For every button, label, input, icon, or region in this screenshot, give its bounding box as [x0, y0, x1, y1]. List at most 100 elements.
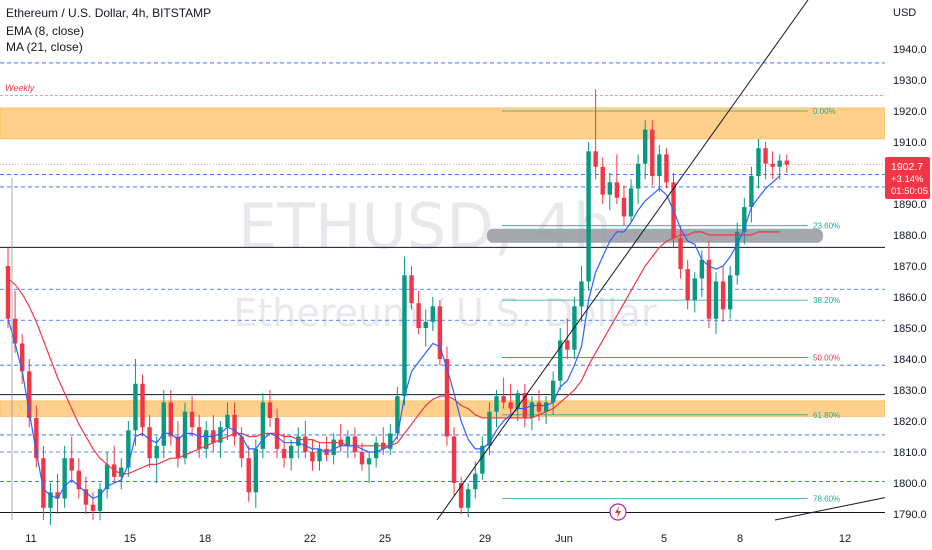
candle-body[interactable]: [451, 436, 457, 484]
candle-body[interactable]: [48, 492, 53, 508]
candle-body[interactable]: [168, 402, 174, 437]
trendline-ascending[interactable]: [436, 0, 809, 521]
candle-body[interactable]: [600, 166, 605, 195]
candle-body[interactable]: [352, 436, 358, 453]
gray-zone[interactable]: [487, 228, 823, 243]
candle-body[interactable]: [359, 452, 365, 465]
candle-body[interactable]: [104, 464, 110, 490]
candle-body[interactable]: [565, 340, 570, 350]
candle-body[interactable]: [614, 182, 620, 198]
candle-body[interactable]: [466, 489, 471, 508]
candle-body[interactable]: [69, 458, 74, 471]
candle-body[interactable]: [76, 470, 81, 490]
candle-body[interactable]: [232, 414, 237, 437]
candle-body[interactable]: [650, 129, 655, 177]
candle-body[interactable]: [735, 231, 740, 276]
candle-body[interactable]: [657, 154, 662, 177]
candle-body[interactable]: [90, 504, 96, 511]
candle-body[interactable]: [34, 417, 39, 459]
candle-body[interactable]: [126, 430, 131, 468]
supply-demand-zone[interactable]: [0, 400, 886, 417]
candle-body[interactable]: [402, 275, 407, 397]
candle-body[interactable]: [685, 269, 690, 301]
time-axis[interactable]: 11 15 18 22 25 29 Jun 5 8 12: [0, 525, 932, 550]
candle-body[interactable]: [529, 402, 535, 418]
candle-body[interactable]: [12, 318, 18, 344]
candle-body[interactable]: [522, 393, 528, 418]
candle-body[interactable]: [593, 151, 598, 167]
candle-body[interactable]: [310, 452, 315, 462]
candle-body[interactable]: [664, 154, 669, 183]
candle-body[interactable]: [55, 492, 60, 499]
candle-body[interactable]: [409, 275, 414, 304]
candle-body[interactable]: [720, 281, 726, 310]
candle-body[interactable]: [643, 129, 648, 164]
candle-body[interactable]: [635, 163, 641, 189]
candle-body[interactable]: [579, 281, 584, 307]
candle-body[interactable]: [423, 321, 428, 328]
candle-body[interactable]: [175, 436, 181, 459]
candle-body[interactable]: [770, 163, 775, 167]
candle-body[interactable]: [756, 148, 761, 177]
candle-body[interactable]: [395, 396, 400, 434]
candle-body[interactable]: [267, 402, 273, 418]
ma-21-line[interactable]: [7, 231, 780, 475]
candle-body[interactable]: [161, 402, 166, 446]
candle-body[interactable]: [331, 439, 336, 456]
candle-body[interactable]: [416, 303, 421, 328]
candle-body[interactable]: [742, 207, 747, 232]
candle-body[interactable]: [345, 436, 351, 446]
candle-body[interactable]: [225, 414, 230, 428]
candle-body[interactable]: [458, 483, 464, 508]
candle-body[interactable]: [5, 266, 11, 319]
candle-body[interactable]: [289, 445, 294, 459]
candle-body[interactable]: [536, 402, 542, 412]
candle-body[interactable]: [27, 371, 32, 418]
candle-body[interactable]: [373, 442, 379, 459]
ema-8-line[interactable]: [7, 175, 781, 500]
candle-body[interactable]: [706, 259, 712, 319]
candle-body[interactable]: [218, 427, 223, 443]
event-marker[interactable]: [609, 503, 627, 521]
candle-body[interactable]: [678, 238, 683, 270]
candle-body[interactable]: [501, 396, 506, 403]
candle-body[interactable]: [558, 340, 563, 381]
candle-body[interactable]: [473, 473, 478, 490]
candle-body[interactable]: [430, 306, 435, 322]
candle-body[interactable]: [154, 445, 159, 459]
supply-demand-zone[interactable]: [0, 107, 886, 140]
candle-body[interactable]: [246, 458, 251, 493]
candle-body[interactable]: [628, 188, 634, 217]
candle-body[interactable]: [196, 427, 202, 449]
candle-body[interactable]: [296, 436, 301, 446]
candle-body[interactable]: [784, 160, 789, 165]
candle-body[interactable]: [317, 448, 322, 462]
candle-body[interactable]: [494, 396, 499, 412]
candle-body[interactable]: [444, 359, 450, 437]
candle-body[interactable]: [147, 427, 152, 459]
candle-body[interactable]: [119, 467, 124, 477]
candle-body[interactable]: [83, 489, 89, 505]
candle-body[interactable]: [692, 278, 697, 301]
price-axis[interactable]: USD 1790.0 1800.0 1810.0 1820.0 1830.0 1840.0…: [885, 0, 932, 550]
candle-body[interactable]: [515, 393, 520, 409]
candle-body[interactable]: [508, 402, 513, 409]
candle-body[interactable]: [607, 182, 612, 195]
candle-body[interactable]: [140, 383, 145, 428]
candle-body[interactable]: [366, 458, 372, 465]
candle-body[interactable]: [182, 411, 188, 459]
candle-body[interactable]: [189, 411, 195, 428]
candle-body[interactable]: [41, 458, 46, 508]
candle-body[interactable]: [621, 197, 627, 217]
candle-body[interactable]: [749, 176, 754, 208]
trendline-lower[interactable]: [774, 496, 889, 521]
candle-body[interactable]: [260, 402, 266, 449]
candle-body[interactable]: [62, 458, 67, 499]
candle-body[interactable]: [543, 402, 549, 412]
candle-body[interactable]: [388, 433, 393, 449]
candle-body[interactable]: [727, 275, 733, 310]
candle-body[interactable]: [303, 436, 308, 453]
candle-body[interactable]: [97, 489, 103, 511]
candle-body[interactable]: [713, 281, 719, 319]
